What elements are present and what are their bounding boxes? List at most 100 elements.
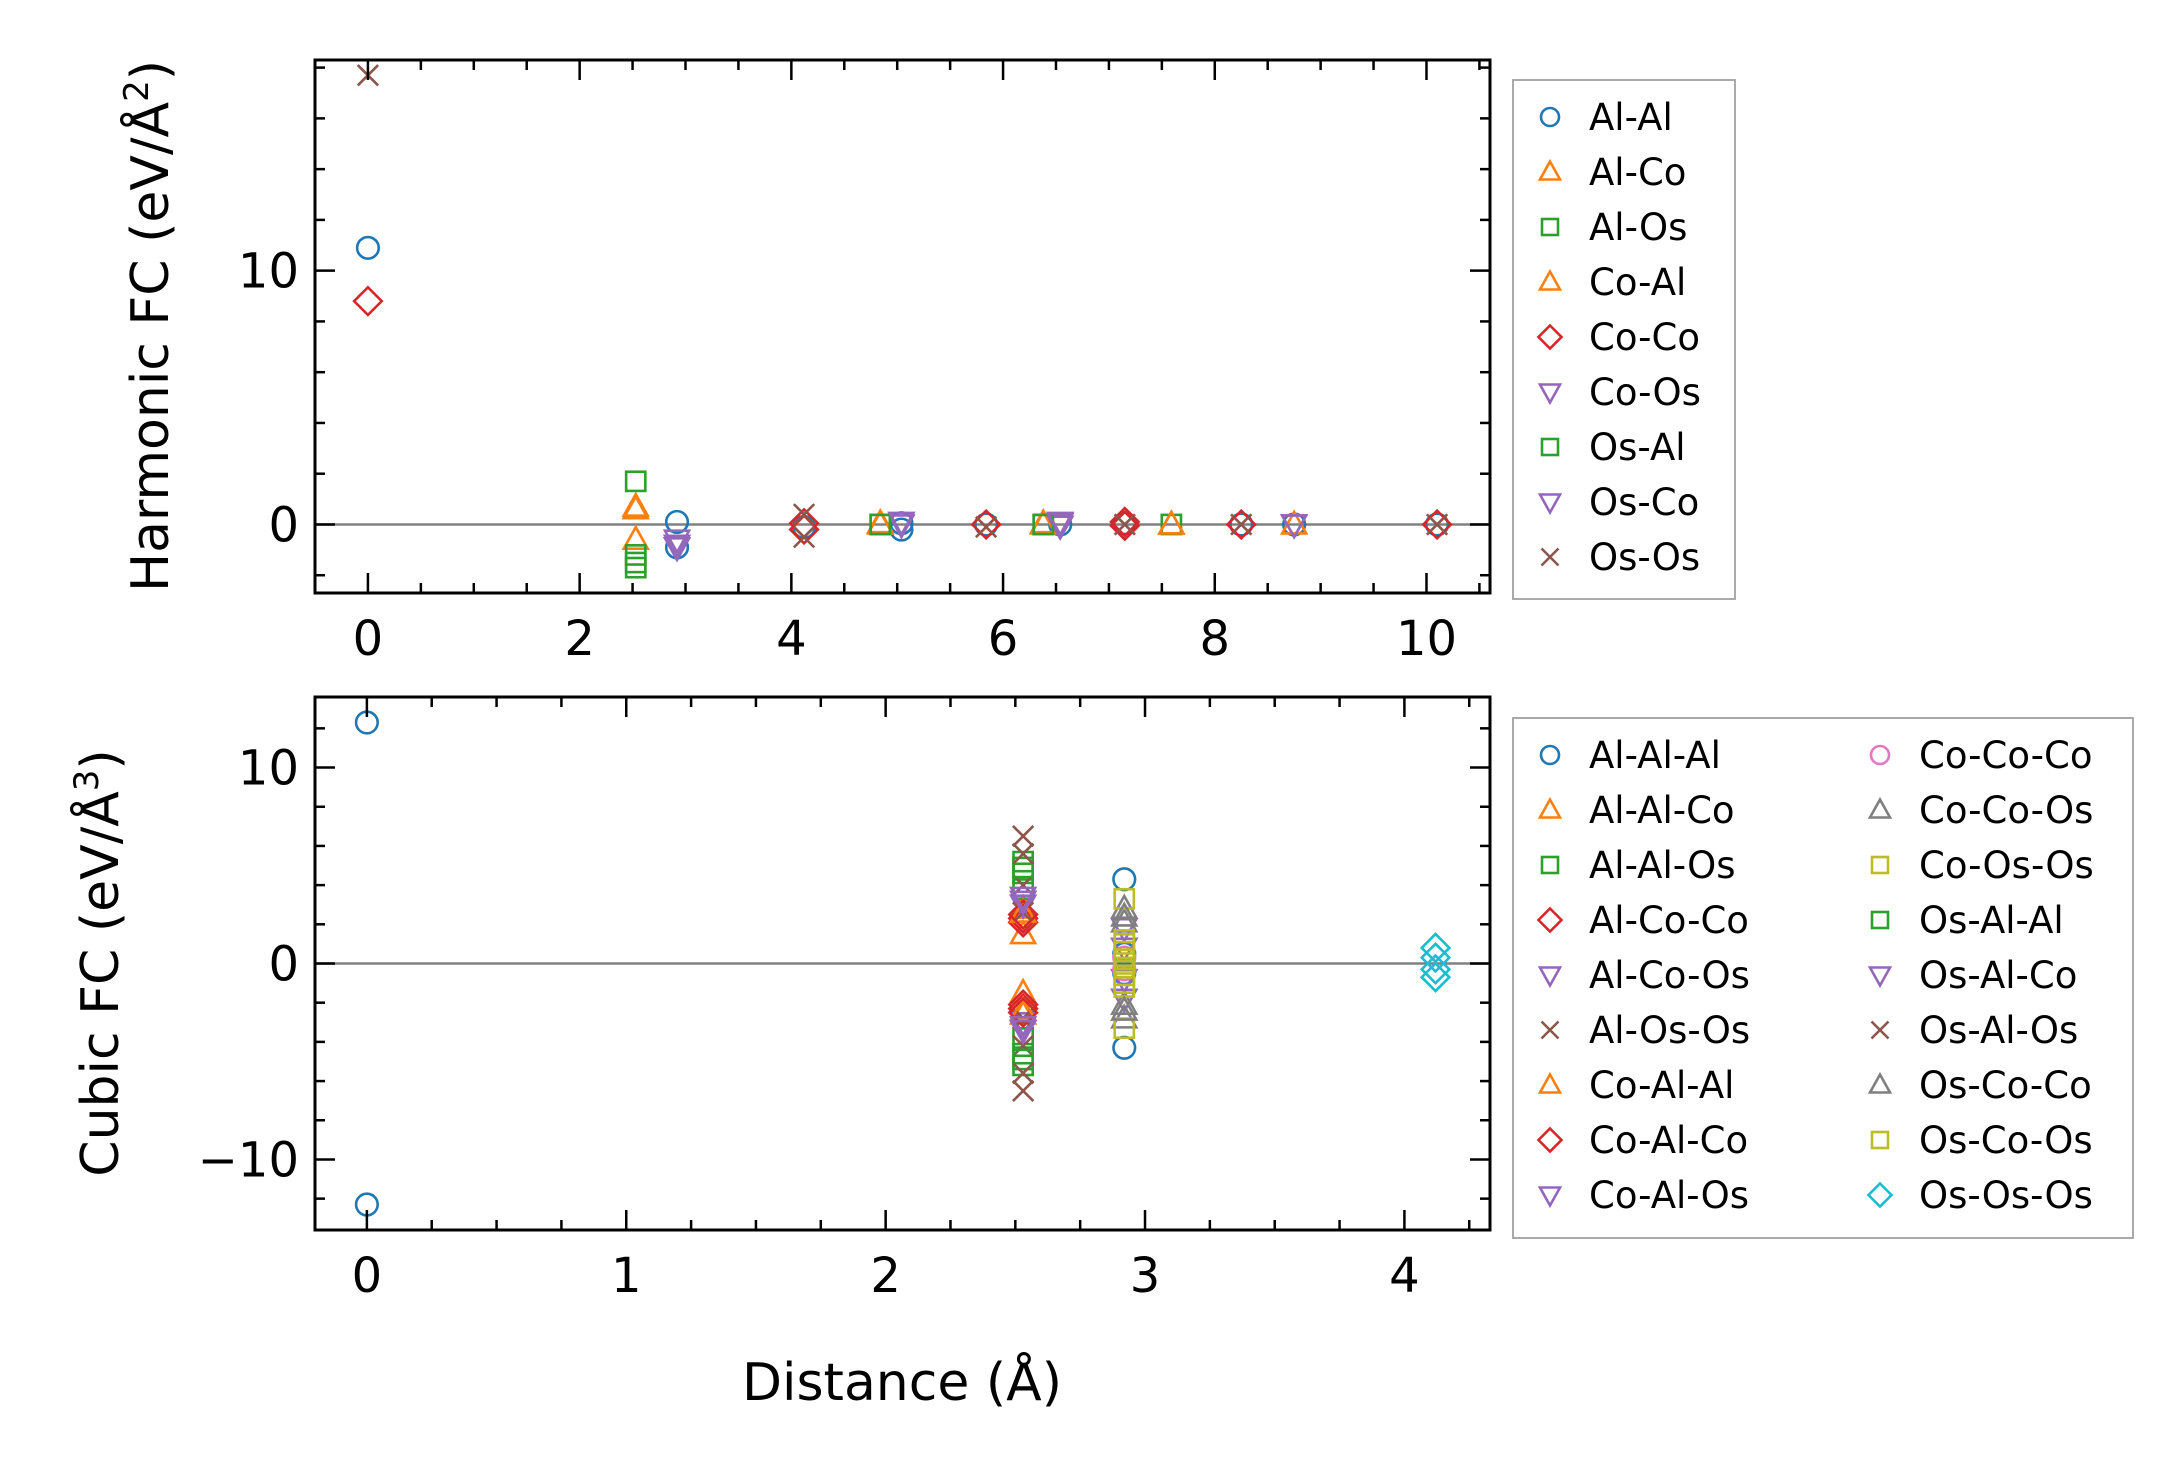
data-point-co-co-os	[1110, 893, 1139, 919]
data-point-os-co-os	[1113, 956, 1136, 979]
data-point-co-al-al	[1008, 897, 1038, 923]
data-point-al-al	[974, 512, 999, 537]
data-point-os-os	[792, 503, 816, 526]
x-axis-label: Distance (Å)	[742, 1351, 1062, 1413]
legend-label: Co-Co-Co	[1919, 734, 2093, 777]
legend-marker-al-al-os	[1540, 855, 1560, 875]
legend-item: Al-Al-Al	[1539, 734, 1721, 777]
legend-label: Co-Co-Os	[1919, 789, 2093, 832]
data-point-al-co-co	[1007, 902, 1039, 935]
legend-label: Os-Al-Al	[1919, 899, 2064, 942]
legend-item: Co-Os-Os	[1870, 844, 2094, 887]
legend-label: Os-Co-Co	[1919, 1064, 2092, 1107]
data-point-os-co-co	[1110, 901, 1139, 927]
data-point-os-al-co	[1008, 1015, 1038, 1042]
data-point-co-al-os	[1008, 886, 1038, 913]
legend-item: Os-Co-Os	[1870, 1119, 2093, 1162]
legend-label: Co-Al-Al	[1589, 1064, 1734, 1107]
x-tick-label: 4	[776, 611, 807, 667]
y-tick-label: 10	[238, 244, 299, 300]
data-point-co-al-os	[1008, 1019, 1038, 1046]
legend-marker-al-os	[1540, 217, 1560, 237]
x-tick-label: 8	[1200, 611, 1231, 667]
y-tick-label: 0	[268, 497, 299, 553]
y-tick-label: 10	[238, 741, 299, 797]
legend-item: Os-Co	[1537, 481, 1699, 524]
legend-marker-al-al-al	[1539, 744, 1561, 766]
legend-label: Os-Al-Os	[1919, 1009, 2078, 1052]
legend-marker-os-al-co	[1867, 966, 1893, 989]
legend-label: Os-Al-Co	[1919, 954, 2077, 997]
legend-label: Co-Al	[1589, 261, 1686, 304]
legend-label: Al-Co-Os	[1589, 954, 1750, 997]
legend-label: Os-Al	[1589, 426, 1686, 469]
data-point-os-al-al	[1012, 856, 1035, 879]
legend-label: Os-Co-Os	[1919, 1119, 2093, 1162]
data-point-al-co	[1279, 509, 1309, 535]
ticks	[313, 60, 1490, 593]
legend-item: Co-Os	[1537, 371, 1701, 414]
data-point-os-co	[1279, 514, 1309, 540]
legend-frame	[1512, 717, 2134, 1239]
legend-label: Al-Al	[1589, 96, 1673, 139]
y-axis-label: Cubic FC (eV/Å3)	[67, 749, 131, 1176]
legend-label: Co-Os	[1589, 371, 1701, 414]
legend: Al-Al-Al Al-Al-Co Al-Al-Os Al-Co-Co Al-Co-Os…	[1512, 717, 2134, 1239]
data-point-al-al	[1229, 512, 1254, 537]
legend-item: Co-Al-Al	[1537, 1064, 1734, 1107]
data-point-os-al-os	[1011, 842, 1035, 865]
data-point-al-al-al	[1112, 1035, 1137, 1060]
data-point-co-al-co	[1007, 898, 1039, 931]
legend-item: Al-Os-Os	[1540, 1009, 1750, 1052]
legend-item: Os-Al-Os	[1870, 1009, 2078, 1052]
data-point-co-co	[1225, 508, 1257, 541]
legend-item: Co-Co	[1536, 316, 1700, 359]
data-point-co-al	[621, 493, 650, 520]
legend-marker-os-co	[1537, 493, 1563, 516]
x-tick-label: 10	[1396, 611, 1457, 667]
data-point-co-al-al	[1008, 995, 1038, 1021]
data-point-co-co	[1109, 510, 1141, 542]
data-point-os-os-os	[1419, 961, 1452, 993]
data-point-os-co-co	[1110, 995, 1139, 1021]
legend-label: Al-Os-Os	[1589, 1009, 1750, 1052]
legend-item: Co-Co-Co	[1869, 734, 2093, 777]
legend-marker-al-os-os	[1540, 1020, 1560, 1040]
data-markers	[352, 64, 1453, 579]
data-point-co-co	[352, 285, 384, 317]
data-point-co-co-os	[1110, 989, 1139, 1015]
legend-marker-co-al-al	[1537, 1071, 1563, 1094]
data-point-co-al-co	[1007, 996, 1039, 1029]
x-tick-label: 2	[564, 611, 595, 667]
legend-marker-co-al-co	[1536, 1126, 1564, 1154]
data-point-al-al-co	[1008, 918, 1038, 945]
legend-item: Al-Al	[1539, 96, 1673, 139]
legend-label: Al-Co	[1589, 151, 1686, 194]
data-point-co-al	[1029, 507, 1058, 534]
legend-marker-os-al	[1540, 437, 1560, 457]
data-point-al-os-os	[1011, 1079, 1035, 1102]
legend-item: Co-Al-Co	[1536, 1119, 1748, 1162]
data-point-os-co	[662, 534, 692, 561]
legend-marker-os-co-os	[1870, 1130, 1890, 1150]
legend-marker-al-co	[1537, 158, 1563, 181]
data-point-os-al	[869, 513, 892, 536]
data-point-os-os	[792, 526, 816, 549]
data-point-os-co-os	[1113, 972, 1136, 994]
x-tick-label: 4	[1389, 1248, 1420, 1304]
legend-item: Co-Al-Os	[1537, 1174, 1749, 1217]
data-point-os-os-os	[1419, 941, 1452, 974]
legend-item: Al-Al-Os	[1540, 844, 1736, 887]
legend-label: Os-Os	[1589, 536, 1700, 579]
legend-item: Al-Co-Os	[1537, 954, 1750, 997]
data-point-os-os-os	[1419, 953, 1452, 986]
data-point-os-al-al	[1012, 1048, 1035, 1071]
x-tick-label: 1	[611, 1248, 642, 1304]
legend-item: Os-Al-Co	[1867, 954, 2077, 997]
y-tick-label: 0	[268, 937, 299, 993]
x-tick-label: 2	[870, 1248, 901, 1304]
legend-item: Os-Al-Al	[1870, 899, 2064, 942]
legend-marker-os-co-co	[1867, 1071, 1893, 1094]
data-point-os-al-os	[1011, 1062, 1035, 1085]
data-point-al-os	[624, 556, 647, 579]
